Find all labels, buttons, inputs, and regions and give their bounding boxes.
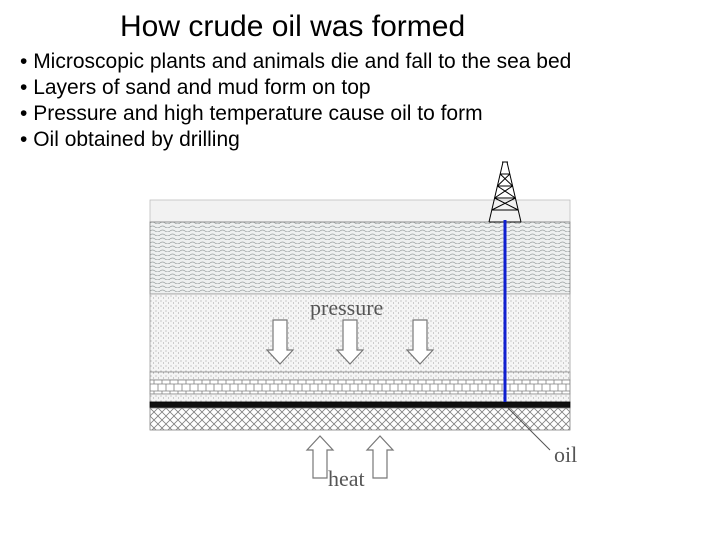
heat-label: heat: [328, 466, 365, 490]
bullet-list: Microscopic plants and animals die and f…: [20, 50, 700, 152]
formation-diagram: pressure heat oil: [110, 160, 610, 495]
layer-rock: [150, 408, 570, 430]
layer-sand-lower: [150, 394, 570, 402]
layer-water: [150, 222, 570, 294]
heat-arrow-icon: [367, 436, 393, 478]
layer-sand-upper: [150, 372, 570, 380]
layer-oil-layer: [150, 402, 570, 408]
page-title: How crude oil was formed: [20, 10, 700, 44]
pressure-label: pressure: [310, 295, 383, 320]
oil-label: oil: [554, 442, 577, 467]
bullet-item: Pressure and high temperature cause oil …: [20, 102, 700, 126]
bullet-item: Layers of sand and mud form on top: [20, 76, 700, 100]
layer-bricks: [150, 380, 570, 394]
layer-sky: [150, 200, 570, 222]
bullet-item: Oil obtained by drilling: [20, 128, 700, 152]
bullet-item: Microscopic plants and animals die and f…: [20, 50, 700, 74]
